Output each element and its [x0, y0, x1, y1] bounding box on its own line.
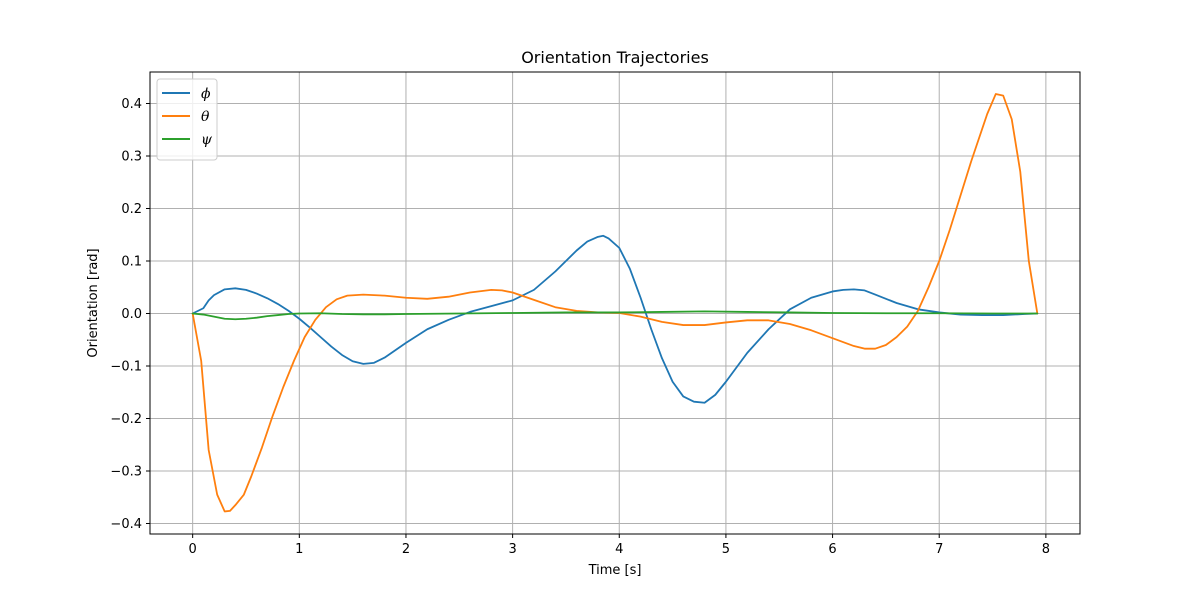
series-line-0: [191, 234, 1039, 404]
legend-label-2: ψ: [201, 132, 213, 148]
legend-label-1: θ: [201, 109, 210, 125]
y-tick-label: 0.4: [121, 97, 142, 112]
x-tick-label: 8: [1042, 542, 1050, 557]
y-tick-label: 0.3: [121, 150, 142, 165]
y-tick-label: 0.1: [121, 255, 142, 270]
series-layer: [191, 93, 1039, 513]
axis-ticks: 0 1 2 3 4 5 6 7 8 −0.4 −0.3 −0.2 −0.1 0.0 0.1 0.2 0.3 0.4: [110, 97, 1050, 557]
plot-frame: [149, 71, 1081, 535]
y-tick-label: −0.4: [110, 517, 142, 532]
x-tick-label: 3: [508, 542, 516, 557]
x-tick-label: 1: [295, 542, 303, 557]
x-tick-label: 7: [935, 542, 943, 557]
x-tick-label: 4: [615, 542, 623, 557]
x-tick-label: 2: [402, 542, 410, 557]
y-axis-label: Orientation [rad]: [86, 248, 101, 357]
x-tick-label: 5: [722, 542, 730, 557]
y-tick-label: 0.0: [121, 307, 142, 322]
legend-label-0: ϕ: [201, 86, 211, 102]
series-line-2: [191, 310, 1039, 321]
chart-title: Orientation Trajectories: [521, 48, 709, 67]
legend: ϕθψ: [156, 78, 218, 161]
y-tick-label: 0.2: [121, 202, 142, 217]
x-tick-label: 0: [189, 542, 197, 557]
y-tick-label: −0.2: [110, 412, 142, 427]
y-tick-label: −0.3: [110, 465, 142, 480]
y-tick-label: −0.1: [110, 360, 142, 375]
x-tick-label: 6: [828, 542, 836, 557]
x-axis-label: Time [s]: [588, 563, 642, 578]
